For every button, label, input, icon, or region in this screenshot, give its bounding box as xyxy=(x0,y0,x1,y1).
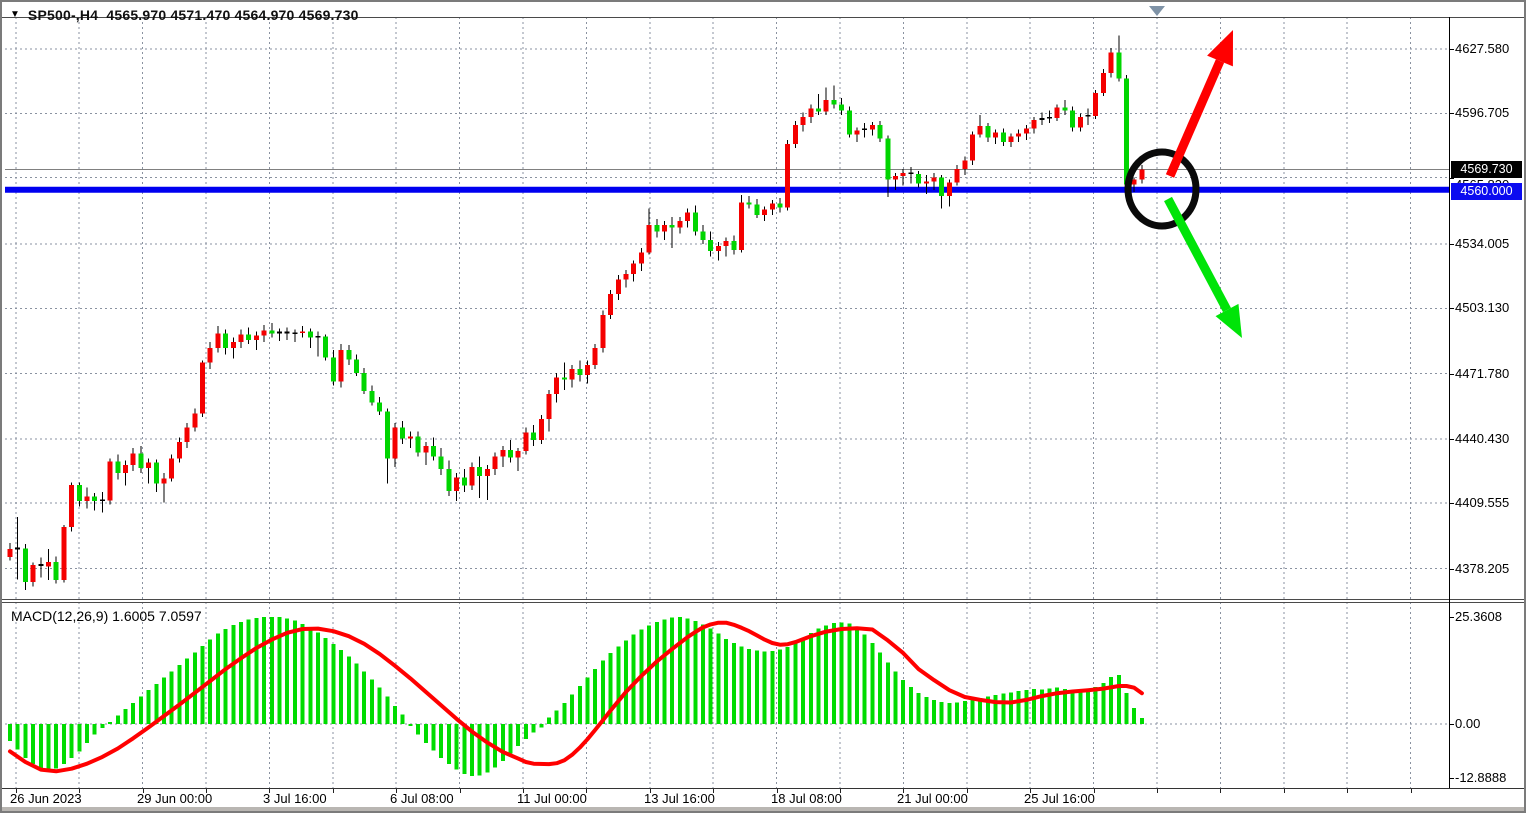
price-axis-tick xyxy=(1449,503,1454,504)
price-axis-label: 4596.705 xyxy=(1455,105,1510,120)
time-axis-label: 6 Jul 08:00 xyxy=(390,791,454,806)
price-panel-top-border xyxy=(2,17,1524,18)
time-axis-tick xyxy=(1157,789,1158,793)
macd-axis-tick xyxy=(1449,778,1454,779)
price-axis-label: 4503.130 xyxy=(1455,300,1510,315)
time-axis-tick xyxy=(967,789,968,793)
price-axis-tick xyxy=(1449,308,1454,309)
time-axis-tick xyxy=(1094,789,1095,793)
price-gridlines xyxy=(5,17,1449,599)
chart-header: ▼ SP500-,H4 4565.970 4571.470 4564.970 4… xyxy=(10,7,359,23)
macd-axis-label: 0.00 xyxy=(1455,716,1481,731)
time-axis-tick xyxy=(396,789,397,793)
time-axis-tick xyxy=(1347,789,1348,793)
macd-axis-tick xyxy=(1449,617,1454,618)
time-axis-tick xyxy=(1411,789,1412,793)
time-axis-tick xyxy=(79,789,80,793)
panel-splitter-top[interactable] xyxy=(2,599,1524,600)
panel-splitter-bottom[interactable] xyxy=(2,602,1524,603)
macd-indicator-chart[interactable] xyxy=(5,602,1449,788)
time-axis-tick xyxy=(1030,789,1031,793)
price-axis-tick xyxy=(1449,178,1454,179)
highlight-circle[interactable] xyxy=(1124,148,1200,230)
macd-axis-label: 25.3608 xyxy=(1455,609,1502,624)
time-axis-label: 26 Jun 2023 xyxy=(10,791,82,806)
time-axis-label: 13 Jul 16:00 xyxy=(644,791,715,806)
bullish-arrow[interactable] xyxy=(1165,30,1233,178)
price-axis-label: 4534.005 xyxy=(1455,236,1510,251)
chart-shift-marker-icon[interactable] xyxy=(1149,6,1165,16)
price-axis-label: 4627.580 xyxy=(1455,41,1510,56)
clipped-axis-label: 4565.830 xyxy=(1455,177,1509,183)
price-axis-tick xyxy=(1449,569,1454,570)
price-axis-border xyxy=(1449,17,1450,788)
time-axis-tick xyxy=(1220,789,1221,793)
price-axis-tick xyxy=(1449,113,1454,114)
window-bottom-edge xyxy=(2,807,1524,811)
macd-axis-label: -12.8888 xyxy=(1455,770,1507,785)
time-axis-tick xyxy=(586,789,587,793)
symbol-dropdown-icon[interactable]: ▼ xyxy=(10,9,20,20)
price-axis-label: 4471.780 xyxy=(1455,366,1510,381)
current-price-badge: 4569.730 xyxy=(1451,161,1522,178)
time-axis-tick xyxy=(1284,789,1285,793)
time-axis-tick xyxy=(650,789,651,793)
symbol-ohlc-title: SP500-,H4 4565.970 4571.470 4564.970 456… xyxy=(27,7,359,23)
price-axis-tick xyxy=(1449,374,1454,375)
price-axis-tick xyxy=(1449,49,1454,50)
macd-signal-line xyxy=(8,620,1144,774)
macd-histogram xyxy=(8,616,1144,776)
candles xyxy=(7,35,1145,590)
time-axis-label: 21 Jul 00:00 xyxy=(897,791,968,806)
time-axis-label: 3 Jul 16:00 xyxy=(263,791,327,806)
time-axis-tick xyxy=(840,789,841,793)
price-axis-tick xyxy=(1449,244,1454,245)
time-axis-border xyxy=(2,788,1524,789)
time-axis-label: 11 Jul 00:00 xyxy=(517,791,587,806)
time-axis-tick xyxy=(460,789,461,793)
price-axis-label: 4409.555 xyxy=(1455,495,1510,510)
time-axis-label: 29 Jun 00:00 xyxy=(137,791,213,806)
time-axis-tick xyxy=(777,789,778,793)
time-axis-tick xyxy=(143,789,144,793)
bearish-arrow[interactable] xyxy=(1164,196,1242,338)
macd-axis-tick xyxy=(1449,724,1454,725)
time-axis-tick xyxy=(16,789,17,793)
time-axis-tick xyxy=(713,789,714,793)
price-axis-label: 4378.205 xyxy=(1455,561,1510,576)
time-axis-tick xyxy=(333,789,334,793)
time-axis-label: 25 Jul 16:00 xyxy=(1024,791,1095,806)
time-axis-label: 18 Jul 08:00 xyxy=(771,791,842,806)
time-axis-tick xyxy=(903,789,904,793)
macd-indicator-label: MACD(12,26,9) 1.6005 7.0597 xyxy=(11,608,202,624)
price-axis-tick xyxy=(1449,439,1454,440)
level-price-badge: 4560.000 xyxy=(1451,183,1522,200)
time-axis-tick xyxy=(206,789,207,793)
time-axis-tick xyxy=(269,789,270,793)
price-chart[interactable] xyxy=(5,17,1449,599)
price-axis-label: 4440.430 xyxy=(1455,431,1510,446)
time-axis-tick xyxy=(523,789,524,793)
